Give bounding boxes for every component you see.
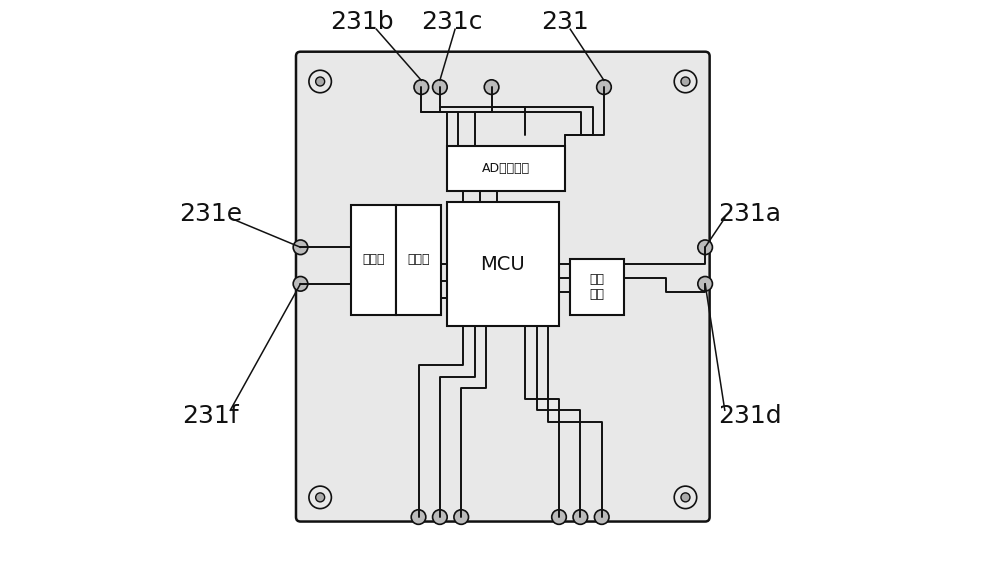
Circle shape [293, 277, 308, 291]
Text: 231a: 231a [719, 202, 782, 225]
Circle shape [681, 77, 690, 86]
Circle shape [484, 80, 499, 94]
Text: 231f: 231f [182, 404, 239, 428]
Bar [351, 205, 396, 315]
Bar [447, 202, 559, 326]
Text: 降压器: 降压器 [362, 253, 385, 266]
Circle shape [433, 80, 447, 94]
Text: MCU: MCU [480, 255, 525, 274]
Bar [570, 259, 624, 315]
Circle shape [316, 493, 325, 502]
Text: 231: 231 [541, 11, 589, 34]
Text: 驱动
模块: 驱动 模块 [589, 273, 604, 301]
Bar [447, 146, 565, 191]
Circle shape [433, 510, 447, 524]
Circle shape [698, 240, 712, 255]
Circle shape [674, 70, 697, 93]
Circle shape [674, 486, 697, 509]
Circle shape [414, 80, 429, 94]
Circle shape [309, 486, 331, 509]
Circle shape [573, 510, 588, 524]
FancyBboxPatch shape [296, 52, 710, 522]
Text: 231d: 231d [718, 404, 782, 428]
Text: AD转换模块: AD转换模块 [482, 162, 530, 175]
Text: 231c: 231c [421, 11, 483, 34]
Circle shape [552, 510, 566, 524]
Text: 231b: 231b [330, 11, 394, 34]
Circle shape [309, 70, 331, 93]
Bar [396, 205, 441, 315]
Circle shape [293, 240, 308, 255]
Circle shape [594, 510, 609, 524]
Text: 231e: 231e [179, 202, 242, 225]
Circle shape [316, 77, 325, 86]
Circle shape [698, 277, 712, 291]
Circle shape [454, 510, 469, 524]
Text: 稳压器: 稳压器 [407, 253, 430, 266]
Circle shape [411, 510, 426, 524]
Circle shape [681, 493, 690, 502]
Circle shape [597, 80, 611, 94]
